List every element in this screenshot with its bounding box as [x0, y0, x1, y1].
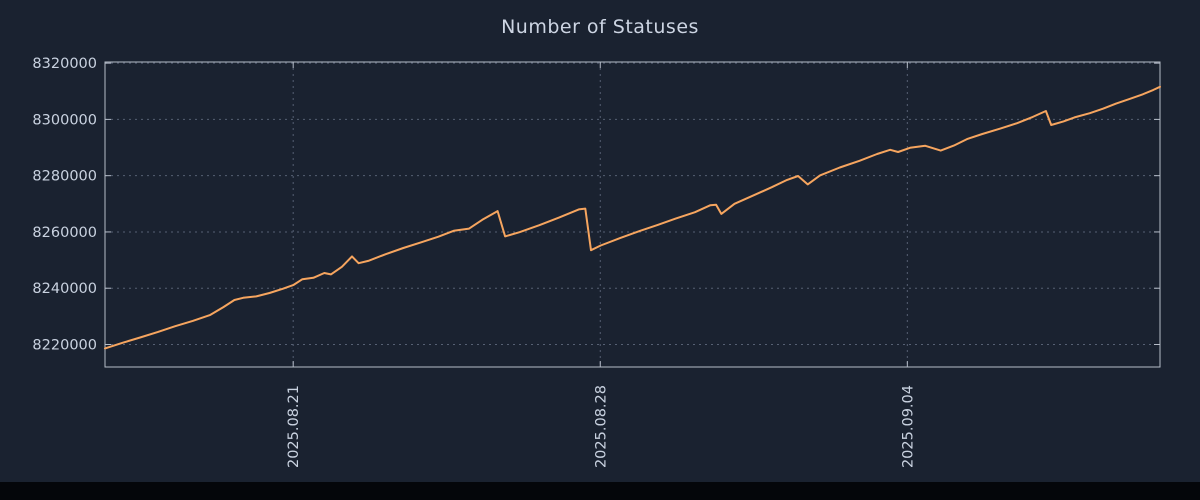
- plot-border: [104, 61, 1161, 368]
- y-axis-tick-label: 8280000: [32, 169, 97, 185]
- chart-title: Number of Statuses: [501, 16, 699, 38]
- y-axis-tick-label: 8260000: [32, 225, 97, 241]
- y-axis-tick-label: 8220000: [32, 337, 97, 353]
- x-axis-tick-label: 2025.08.21: [286, 385, 302, 468]
- series-line: [104, 85, 1161, 350]
- x-axis-tick-label: 2025.09.04: [900, 385, 916, 468]
- y-axis-tick-label: 8320000: [32, 56, 97, 72]
- x-axis-tick-label: 2025.08.28: [593, 385, 609, 468]
- footer-bar: [0, 482, 1200, 500]
- y-axis-tick-label: 8300000: [32, 112, 97, 128]
- y-axis-tick-label: 8240000: [32, 281, 97, 297]
